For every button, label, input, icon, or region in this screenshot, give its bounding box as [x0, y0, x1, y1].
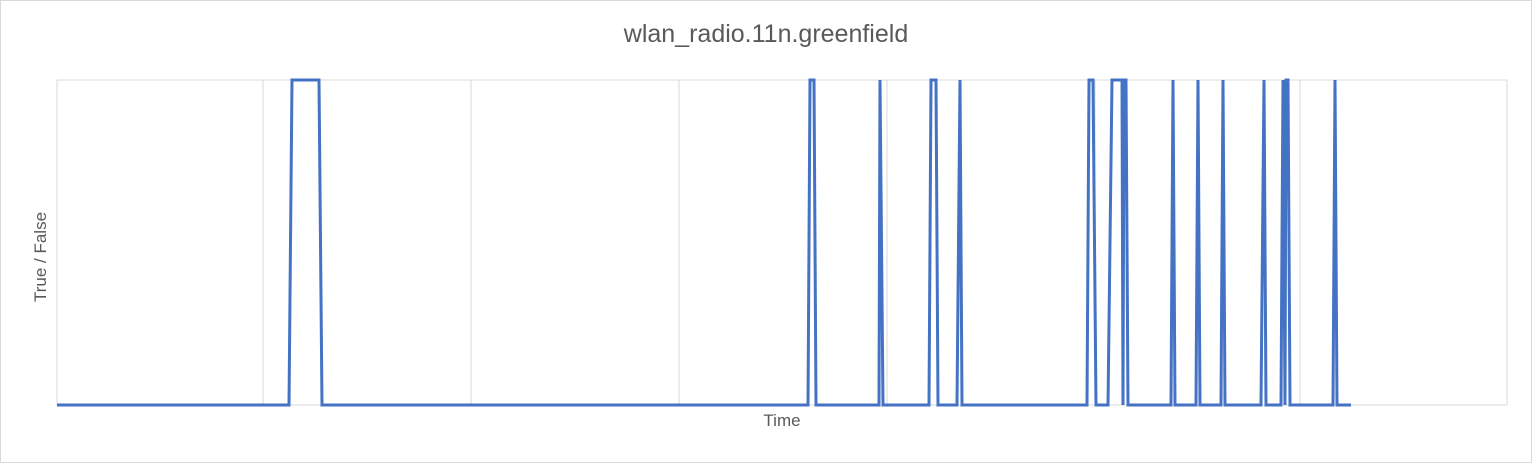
- series-layer: [57, 78, 1351, 407]
- chart-title: wlan_radio.11n.greenfield: [623, 20, 909, 48]
- series-line: [57, 78, 1351, 407]
- x-axis-label: Time: [763, 411, 801, 430]
